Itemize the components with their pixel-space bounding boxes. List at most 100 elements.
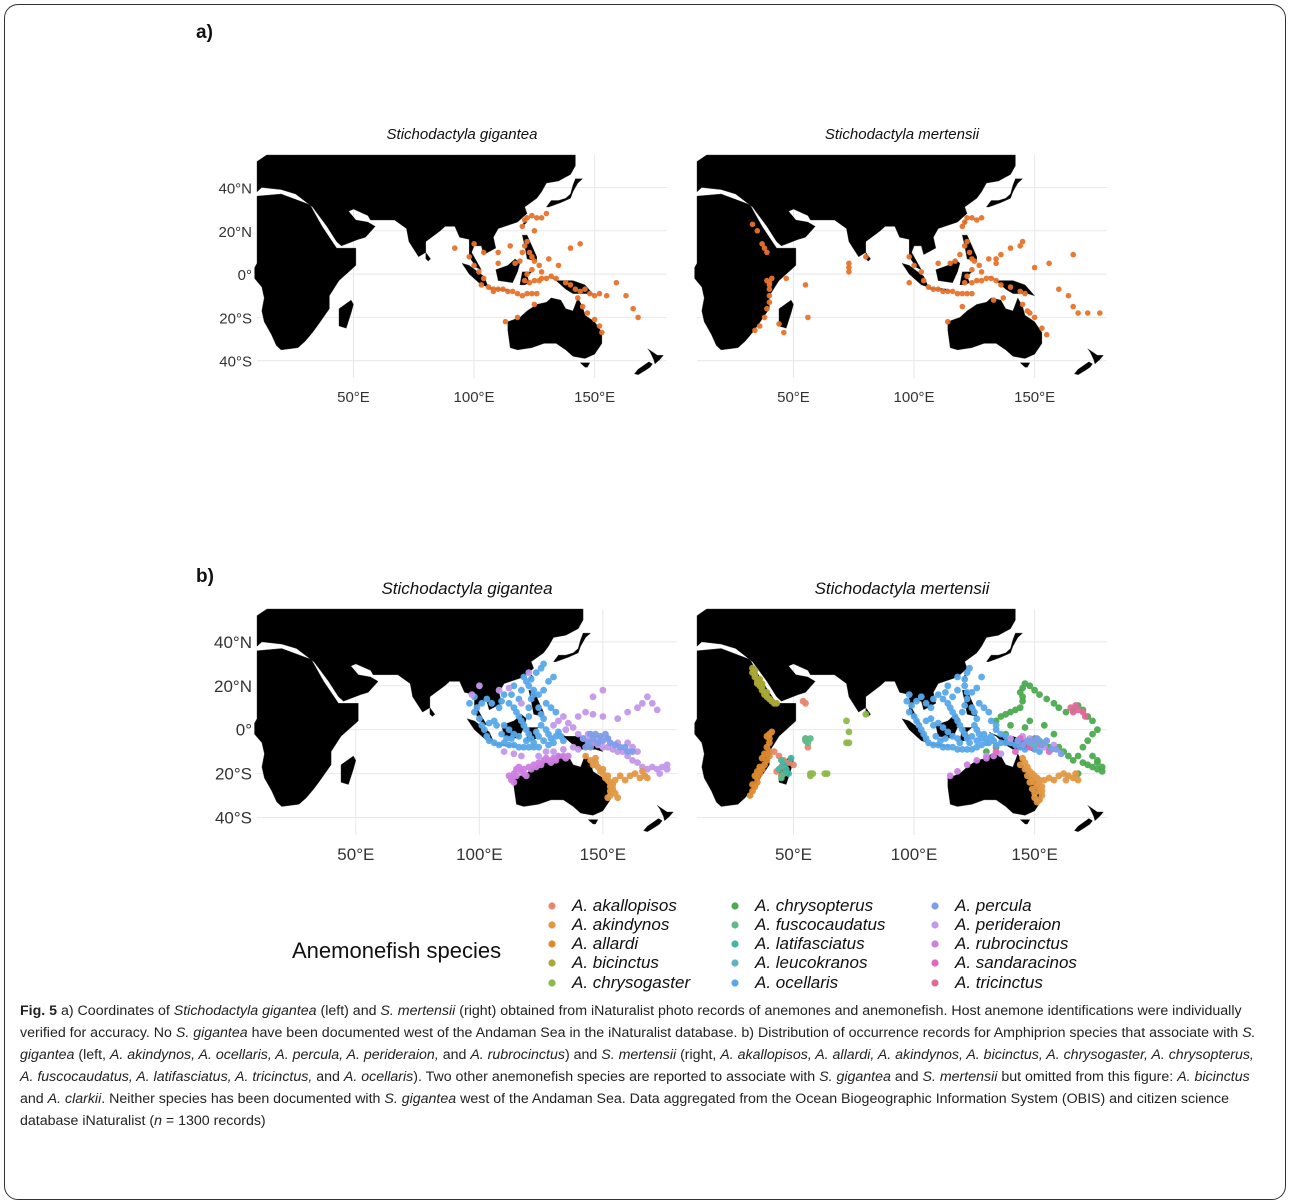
point-a-perideraion (614, 715, 622, 723)
point-a-ocellaris (550, 673, 557, 681)
point-a-tricinctus (1079, 708, 1087, 716)
point-a-rubrocinctus (513, 772, 520, 780)
caption-text: S. gigantea (20, 1025, 1256, 1063)
land-tasmania (1019, 819, 1031, 825)
figure-frame (4, 4, 1286, 1200)
land-madagascar (338, 299, 354, 329)
map-panel-1: Stichodactyla gigantea 50°E 100°E 150°E 40°N… (218, 126, 667, 406)
point-record (964, 273, 970, 280)
point-a-chrysopterus (1050, 699, 1058, 707)
point-record (1070, 303, 1076, 310)
caption-text: a) Coordinates of (57, 1003, 174, 1019)
point-a-perideraion (562, 726, 570, 734)
point-record (846, 260, 852, 267)
point-a-ocellaris (939, 695, 947, 703)
point-record (964, 290, 970, 297)
point-a-perideraion (525, 669, 533, 676)
point-a-perideraion (599, 686, 607, 694)
point-record (920, 277, 927, 284)
point-record (452, 245, 458, 251)
point-a-ocellaris (978, 673, 985, 681)
point-a-akallopisos (799, 697, 807, 705)
point-a-chrysopterus (1016, 704, 1024, 712)
x-tick-label: 100°E (454, 389, 495, 406)
point-record (911, 262, 917, 269)
point-a-ocellaris (944, 682, 952, 690)
caption-text: ) and (564, 1047, 602, 1063)
point-a-chrysopterus (1084, 737, 1092, 745)
point-record (935, 260, 941, 267)
point-a-ocellaris (522, 737, 530, 745)
point-a-ocellaris (939, 743, 947, 751)
point-a-percula (587, 730, 594, 738)
point-a-perideraion (555, 717, 562, 725)
caption-text: A. akindynos, A. ocellaris, A. percula, … (109, 1047, 439, 1063)
point-a-rubrocinctus (983, 754, 990, 762)
point-a-ocellaris (961, 702, 969, 709)
point-a-allardi (751, 772, 759, 780)
point-record (957, 251, 963, 258)
point-record (512, 260, 518, 267)
land-japan (546, 178, 584, 208)
point-a-perideraion (468, 691, 476, 698)
point-record (1097, 310, 1103, 316)
legend-label: A. chrysogaster (571, 973, 691, 992)
legend-swatch (931, 921, 939, 929)
point-record (761, 314, 768, 321)
point-a-ocellaris (520, 743, 528, 751)
point-record (529, 253, 535, 260)
point-record (524, 215, 530, 221)
point-record (966, 249, 973, 256)
point-a-perideraion (634, 704, 641, 712)
point-a-akindynos (1021, 765, 1029, 773)
point-a-allardi (763, 732, 771, 740)
point-a-allardi (758, 754, 766, 762)
point-a-ocellaris (498, 730, 505, 738)
figure-canvas: Stichodactyla gigantea 50°E 100°E 150°E 40°N… (214, 126, 1107, 992)
point-a-ocellaris (905, 708, 913, 716)
point-a-ocellaris (540, 737, 547, 745)
point-a-ocellaris (927, 715, 935, 723)
point-record (978, 269, 985, 275)
point-record (548, 273, 554, 280)
point-a-akindynos (611, 776, 619, 784)
land-japan (986, 178, 1024, 208)
point-a-ocellaris (975, 699, 983, 707)
point-a-akindynos (1016, 761, 1024, 769)
point-a-chrysopterus (1050, 730, 1058, 738)
caption-text: A. bicinctus (1177, 1069, 1250, 1085)
point-record (575, 295, 581, 301)
point-record (509, 288, 516, 295)
point-a-ocellaris (530, 739, 538, 747)
point-a-ocellaris (927, 704, 935, 712)
point-a-rubrocinctus (973, 757, 981, 764)
point-record (969, 215, 975, 221)
point-record (596, 323, 603, 329)
point-record (1000, 295, 1007, 301)
point-a-bicinctus (758, 680, 766, 687)
point-record (519, 292, 526, 299)
point-a-ocellaris (968, 732, 976, 740)
point-a-percula (582, 743, 589, 751)
legend-label: A. sandaracinos (954, 953, 1077, 972)
x-tick-label: 150°E (1014, 389, 1055, 406)
point-record (947, 260, 953, 267)
point-a-tricinctus (1069, 708, 1077, 716)
point-record (524, 290, 530, 297)
point-a-ocellaris (963, 695, 971, 703)
point-a-rubrocinctus (532, 763, 540, 771)
point-a-ocellaris (954, 673, 961, 681)
point-record (1019, 301, 1026, 308)
legend-title: Anemonefish species (292, 938, 501, 963)
point-a-ocellaris (518, 686, 525, 694)
caption-text: A. ocellaris (343, 1069, 414, 1085)
point-record (507, 243, 513, 249)
point-record (534, 215, 540, 221)
point-a-ocellaris (530, 686, 538, 694)
point-a-perideraion (500, 748, 508, 755)
land-madagascar (778, 299, 794, 329)
point-record (766, 299, 773, 306)
point-a-ocellaris (934, 719, 942, 727)
y-tick-label: 0° (238, 267, 252, 284)
point-record (1017, 243, 1023, 249)
